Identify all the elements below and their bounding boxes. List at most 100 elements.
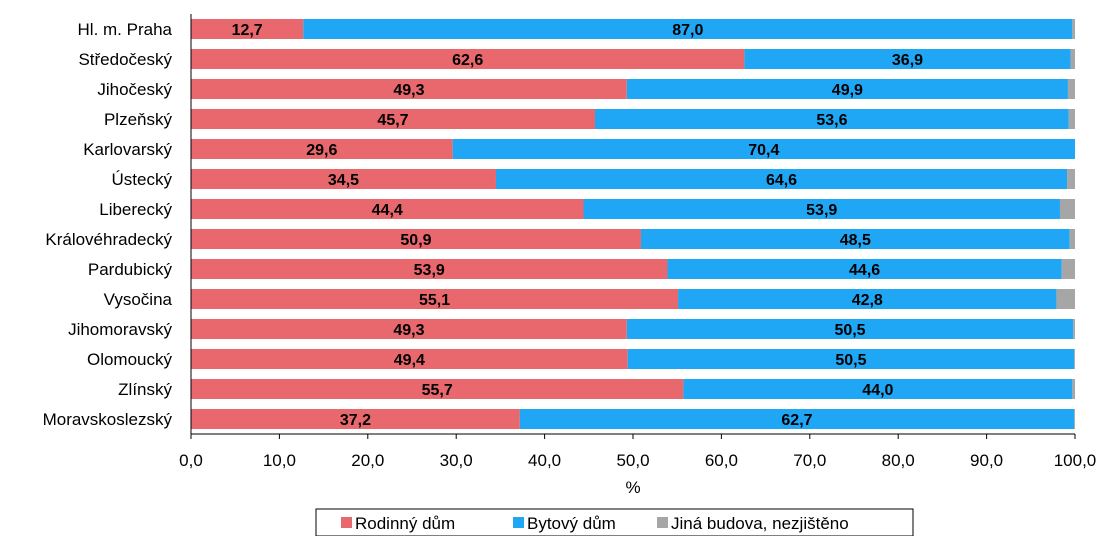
data-label: 37,2 [340, 412, 371, 429]
category-label: Moravskoslezský [43, 410, 173, 429]
data-label: 87,0 [672, 22, 703, 39]
bar-segment [191, 379, 684, 399]
data-label: 50,5 [834, 322, 865, 339]
legend: Rodinný dům Bytový dům Jiná budova, nezjiš… [315, 508, 914, 536]
category-label: Liberecký [99, 200, 172, 219]
legend-label: Bytový dům [527, 514, 616, 533]
data-label: 49,9 [832, 82, 863, 99]
bar-segment [191, 349, 628, 369]
category-label: Hl. m. Praha [78, 20, 173, 39]
x-tick-label: 50,0 [616, 451, 649, 470]
x-tick-label: 60,0 [705, 451, 738, 470]
category-label: Plzeňský [104, 110, 173, 129]
x-axis-title: % [625, 478, 640, 497]
category-label: Vysočina [104, 290, 173, 309]
bar-segment [191, 169, 496, 189]
category-label: Ústecký [112, 170, 173, 189]
data-label: 42,8 [852, 292, 883, 309]
data-label: 45,7 [377, 112, 408, 129]
bar-segment [191, 259, 668, 279]
data-label: 48,5 [840, 232, 871, 249]
data-label: 53,9 [414, 262, 445, 279]
legend-label: Jiná budova, nezjištěno [671, 514, 849, 533]
data-label: 62,7 [781, 412, 812, 429]
bar-segment [1074, 349, 1075, 369]
bar-segment [1056, 289, 1075, 309]
category-label: Středočeský [78, 50, 172, 69]
bar-segment [1074, 409, 1075, 429]
data-label: 44,0 [862, 382, 893, 399]
x-tick-label: 20,0 [351, 451, 384, 470]
data-label: 55,7 [422, 382, 453, 399]
bar-segment [1073, 319, 1075, 339]
category-label: Jihomoravský [68, 320, 172, 339]
bar-segment [678, 289, 1057, 309]
data-label: 49,3 [393, 322, 424, 339]
bar-segment [191, 109, 595, 129]
bar-segment [1067, 169, 1075, 189]
bar-segment [1072, 379, 1075, 399]
bar-segment [626, 79, 1068, 99]
bar-segment [191, 229, 641, 249]
bar-segment [191, 79, 627, 99]
category-label: Pardubický [88, 260, 173, 279]
bar-segment [452, 139, 1075, 159]
data-label: 44,4 [372, 202, 403, 219]
bar-segment [626, 319, 1074, 339]
x-tick-label: 30,0 [440, 451, 473, 470]
bar-segment [640, 229, 1070, 249]
legend-label: Rodinný dům [355, 514, 455, 533]
bar-segment [191, 139, 453, 159]
data-label: 53,9 [806, 202, 837, 219]
data-label: 55,1 [419, 292, 450, 309]
bar-segment [1059, 199, 1075, 219]
legend-swatch [341, 517, 352, 528]
bar-segment [1069, 229, 1075, 249]
data-label: 62,6 [452, 52, 483, 69]
x-tick-label: 0,0 [179, 451, 203, 470]
bar-segment [583, 199, 1060, 219]
data-label: 64,6 [766, 172, 797, 189]
x-tick-label: 90,0 [970, 451, 1003, 470]
bar-segment [1072, 19, 1075, 39]
bar-segment [627, 349, 1075, 369]
bars-layer: 12,7 87,0 62,6 36,9 49,3 49,9 45,7 53,6 29,6 70,4… [191, 19, 1075, 429]
data-label: 70,4 [748, 142, 779, 159]
bar-segment [191, 49, 745, 69]
x-tick-label: 70,0 [793, 451, 826, 470]
category-label: Královéhradecký [45, 230, 172, 249]
legend-frame [315, 508, 914, 536]
category-label: Karlovarský [83, 140, 172, 159]
data-label: 49,4 [394, 352, 425, 369]
bar-segment [191, 289, 679, 309]
x-tick-label: 40,0 [528, 451, 561, 470]
category-labels: Hl. m. Praha Středočeský Jihočeský Plzeňský… [43, 20, 173, 429]
bar-segment [683, 379, 1073, 399]
x-tick-label: 100,0 [1054, 451, 1097, 470]
bar-segment [744, 49, 1071, 69]
bar-segment [519, 409, 1075, 429]
data-label: 44,6 [849, 262, 880, 279]
x-tick-labels: 0,0 10,0 20,0 30,0 40,0 50,0 60,0 70,0 80,0 90,0 1… [179, 434, 1096, 470]
category-label: Zlínský [118, 380, 172, 399]
data-label: 12,7 [232, 22, 263, 39]
data-label: 50,5 [835, 352, 866, 369]
bar-segment [1070, 49, 1075, 69]
data-label: 53,6 [816, 112, 847, 129]
x-tick-label: 80,0 [882, 451, 915, 470]
bar-segment [1068, 109, 1075, 129]
data-label: 29,6 [306, 142, 337, 159]
category-label: Jihočeský [97, 80, 172, 99]
bar-segment [1061, 259, 1075, 279]
data-label: 50,9 [400, 232, 431, 249]
bar-segment [191, 409, 520, 429]
data-label: 49,3 [393, 82, 424, 99]
bar-segment [191, 19, 304, 39]
bar-segment [594, 109, 1069, 129]
bar-segment [191, 319, 627, 339]
x-tick-label: 10,0 [263, 451, 296, 470]
bar-segment [1067, 79, 1075, 99]
bar-segment [495, 169, 1068, 189]
category-label: Olomoucký [87, 350, 173, 369]
